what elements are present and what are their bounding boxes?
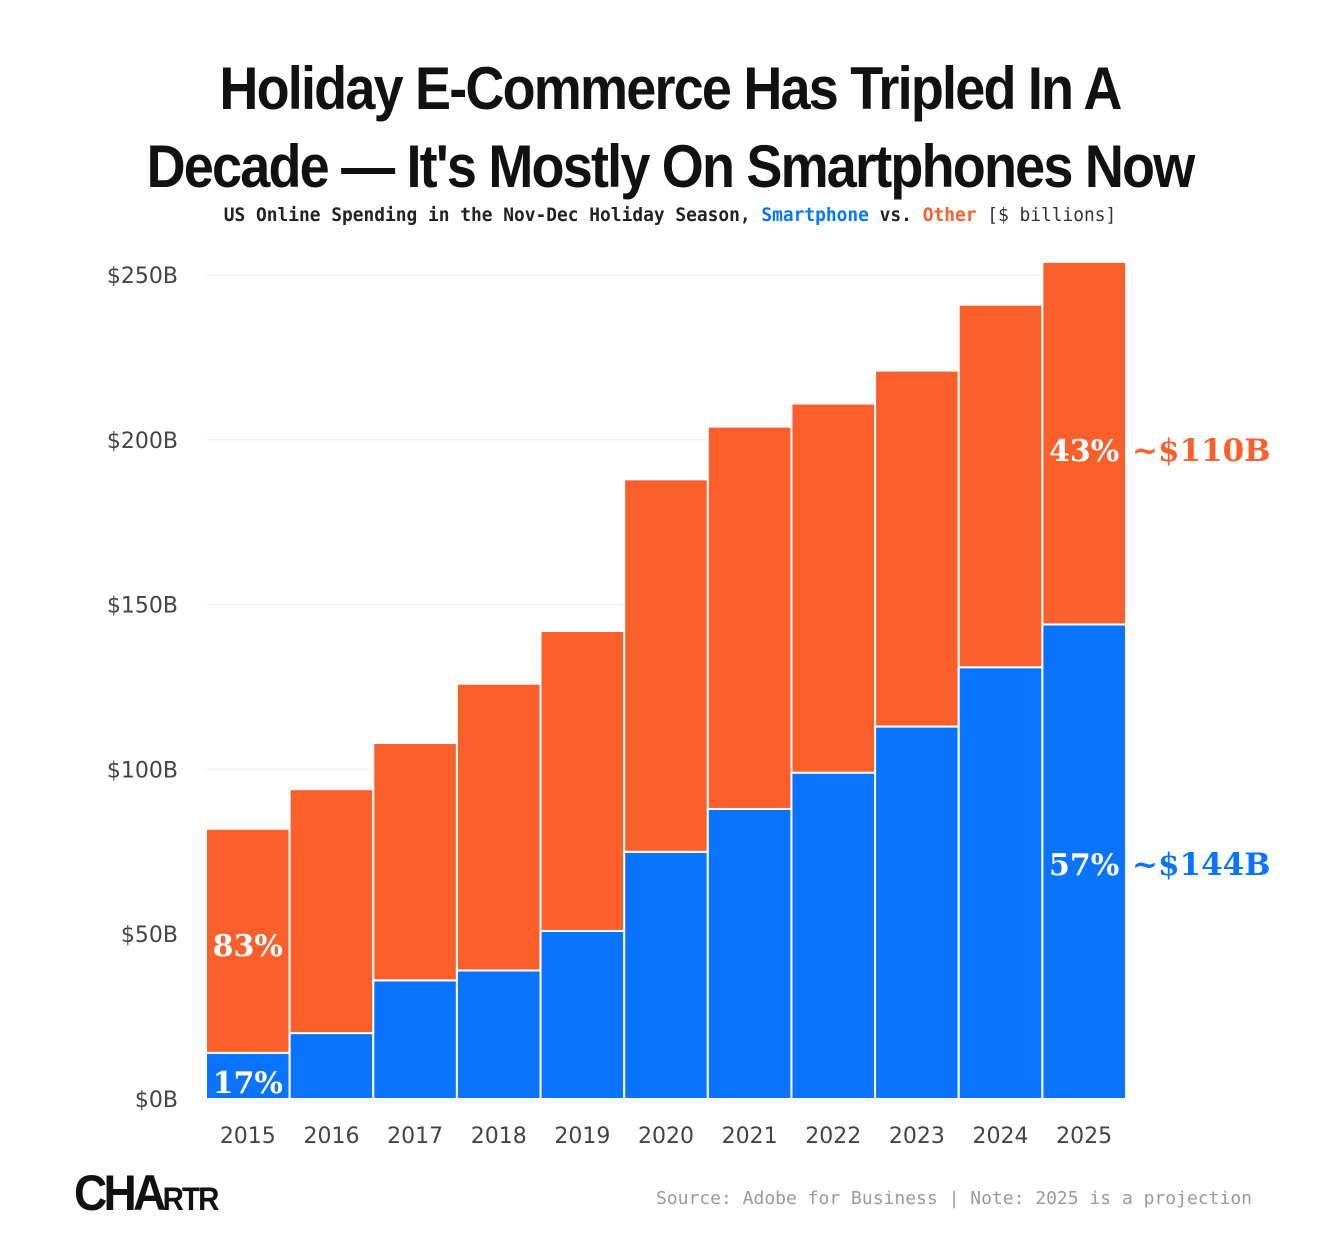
bar-other-2015: [205, 827, 291, 1054]
bar-smartphone-2021: [706, 807, 793, 1101]
y-tick-label: $0B: [135, 1088, 178, 1113]
subtitle-units: [$ billions]: [987, 204, 1117, 226]
bar-other-2018: [455, 682, 542, 972]
x-tick-label: 2025: [1056, 1124, 1112, 1149]
x-tick-label: 2023: [889, 1124, 945, 1149]
subtitle-prefix: US Online Spending in the Nov-Dec Holida…: [223, 204, 751, 226]
bar-smartphone-2016: [288, 1032, 375, 1100]
bar-percent-label: 83%: [213, 929, 283, 964]
bar-smartphone-2023: [874, 725, 960, 1100]
end-label-smartphone: ~$144B: [1132, 847, 1270, 883]
bar-smartphone-2022: [790, 771, 877, 1100]
bar-smartphone-2020: [623, 850, 709, 1100]
source-note: Source: Adobe for Business | Note: 2025 …: [655, 1188, 1252, 1209]
x-tick-label: 2015: [220, 1124, 276, 1149]
bar-other-2020: [623, 478, 709, 853]
x-tick-label: 2020: [638, 1124, 694, 1149]
bar-other-2024: [957, 303, 1044, 669]
bar-smartphone-2017: [372, 979, 458, 1100]
bar-other-2025: [1041, 260, 1128, 626]
bar-other-2016: [288, 788, 375, 1035]
y-tick-label: $150B: [107, 594, 178, 619]
x-tick-label: 2017: [387, 1124, 443, 1149]
bar-smartphone-2019: [539, 929, 626, 1100]
chart-subtitle: US Online Spending in the Nov-Dec Holida…: [40, 204, 1300, 226]
y-tick-label: $250B: [107, 264, 178, 289]
x-tick-label: 2022: [805, 1124, 861, 1149]
chartr-logo: CHARTR: [74, 1165, 219, 1221]
bar-other-2023: [874, 369, 960, 728]
subtitle-smartphone-label: Smartphone: [761, 204, 869, 226]
x-tick-label: 2018: [471, 1124, 527, 1149]
y-tick-label: $100B: [107, 758, 178, 783]
y-tick-label: $200B: [107, 429, 178, 454]
x-tick-label: 2019: [554, 1124, 610, 1149]
bar-percent-label: 43%: [1049, 434, 1119, 469]
bar-other-2021: [706, 425, 793, 810]
chart-title-line-2: Decade — It's Mostly On Smartphones Now: [146, 133, 1196, 200]
subtitle-other-label: Other: [922, 204, 977, 226]
x-tick-label: 2024: [973, 1124, 1029, 1149]
x-tick-label: 2016: [303, 1124, 359, 1149]
bar-smartphone-2018: [455, 969, 542, 1100]
bar-smartphone-2025: [1041, 623, 1128, 1100]
chart-title-line-1: Holiday E-Commerce Has Tripled In A: [219, 55, 1122, 122]
x-tick-label: 2021: [722, 1124, 778, 1149]
bar-smartphone-2024: [957, 666, 1044, 1100]
bar-other-2022: [790, 402, 877, 774]
chart-title: Holiday E-Commerce Has Tripled In A Decad…: [67, 50, 1273, 206]
bar-other-2019: [539, 629, 626, 932]
bar-percent-label: 57%: [1049, 848, 1119, 883]
bar-other-2017: [372, 742, 458, 982]
bar-percent-label: 17%: [213, 1066, 283, 1101]
y-tick-label: $50B: [121, 923, 178, 948]
subtitle-vs: vs.: [879, 204, 912, 226]
end-label-other: ~$110B: [1132, 433, 1270, 469]
